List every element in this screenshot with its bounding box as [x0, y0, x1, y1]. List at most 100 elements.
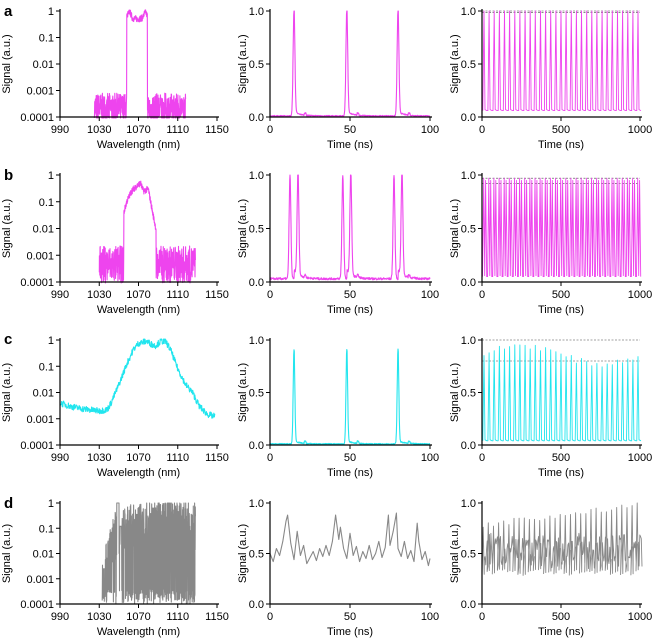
chart-d1: 0.0001 0.001 0.01 0.1 1 990 1030 1070 1110 1150 Wa…: [1, 498, 229, 638]
x-tick-label: 1110: [166, 452, 189, 464]
x-tick-label: 50: [344, 611, 356, 623]
y-tick-label: 1: [48, 335, 54, 347]
panel-label-b: b: [4, 167, 13, 184]
x-tick-label: 1030: [87, 452, 111, 464]
chart-b3: 0.0 0.5 1.0 0 500 1000 Time (ns) Signal (a.u.): [449, 170, 652, 316]
y-tick-label: 0.1: [39, 523, 54, 535]
series-line: [269, 174, 431, 281]
x-tick-label: 500: [552, 452, 570, 464]
x-axis-label: Time (ns): [327, 626, 373, 638]
x-axis-label: Time (ns): [538, 467, 584, 479]
y-tick-label: 0.001: [26, 574, 54, 586]
chart-c3: 0.0 0.5 1.0 0 500 1000 Time (ns) Signal (a.u.): [449, 335, 652, 479]
y-tick-label: 1.0: [461, 335, 476, 347]
y-tick-label: 0.0: [461, 599, 476, 611]
chart-b1: 0.0001 0.001 0.01 0.1 1 990 1030 1070 1110 1150 Wa…: [1, 170, 229, 316]
series-line: [482, 10, 642, 112]
series-line: [269, 348, 431, 446]
y-tick-label: 0.0: [461, 277, 476, 289]
y-tick-label: 0.01: [33, 59, 54, 71]
y-axis-label: Signal (a.u.): [449, 363, 461, 422]
series-line: [93, 9, 187, 119]
x-tick-label: 990: [51, 452, 69, 464]
x-axis-label: Wavelength (nm): [97, 467, 180, 479]
y-tick-label: 0.0: [249, 440, 264, 452]
y-axis-label: Signal (a.u.): [449, 524, 461, 583]
series-line: [269, 10, 431, 118]
y-axis-label: Signal (a.u.): [1, 363, 13, 422]
y-tick-label: 0.1: [39, 361, 54, 373]
y-tick-label: 1: [48, 498, 54, 510]
x-tick-label: 100: [421, 124, 439, 136]
y-tick-label: 0.5: [249, 59, 264, 71]
y-tick-label: 1.0: [461, 6, 476, 18]
y-axis-label: Signal (a.u.): [1, 34, 13, 93]
x-tick-label: 100: [421, 611, 439, 623]
y-tick-label: 0.5: [461, 224, 476, 236]
y-tick-label: 0.0: [249, 277, 264, 289]
x-tick-label: 500: [552, 124, 570, 136]
y-tick-label: 0.01: [33, 549, 54, 561]
panel-label-a: a: [4, 3, 13, 20]
x-axis-label: Wavelength (nm): [97, 626, 180, 638]
x-tick-label: 990: [51, 611, 69, 623]
series-line: [482, 177, 642, 278]
x-tick-label: 500: [552, 289, 570, 301]
y-tick-label: 0.0001: [20, 112, 54, 124]
x-tick-label: 1030: [87, 124, 111, 136]
x-tick-label: 0: [267, 611, 273, 623]
y-tick-label: 0.0: [249, 599, 264, 611]
x-tick-label: 500: [552, 611, 570, 623]
y-tick-label: 0.5: [461, 388, 476, 400]
y-axis-label: Signal (a.u.): [237, 199, 249, 258]
x-tick-label: 1150: [205, 289, 229, 301]
y-tick-label: 0.1: [39, 197, 54, 209]
x-tick-label: 1070: [126, 452, 150, 464]
x-axis-label: Time (ns): [327, 304, 373, 316]
y-tick-label: 0.001: [26, 250, 54, 262]
x-tick-label: 1070: [126, 124, 150, 136]
y-axis-label: Signal (a.u.): [1, 524, 13, 583]
x-axis-label: Wavelength (nm): [97, 139, 180, 151]
y-tick-label: 0.0: [249, 112, 264, 124]
series-line: [269, 512, 431, 567]
y-tick-label: 1: [48, 170, 54, 182]
x-tick-label: 0: [479, 611, 485, 623]
y-tick-label: 0.5: [249, 549, 264, 561]
y-tick-label: 0.0001: [20, 440, 54, 452]
x-axis-label: Time (ns): [538, 304, 584, 316]
x-tick-label: 0: [479, 124, 485, 136]
x-tick-label: 100: [421, 452, 439, 464]
x-tick-label: 1150: [205, 124, 229, 136]
y-tick-label: 0.5: [461, 59, 476, 71]
x-tick-label: 1070: [126, 289, 150, 301]
chart-d3: 0.0 0.5 1.0 0 500 1000 Time (ns) Signal (a.u.): [449, 498, 652, 638]
x-tick-label: 50: [344, 452, 356, 464]
chart-c1: 0.0001 0.001 0.01 0.1 1 990 1030 1070 1110 1150 Wa…: [1, 335, 229, 479]
x-tick-label: 1070: [126, 611, 150, 623]
series-line: [59, 338, 216, 419]
x-tick-label: 1000: [628, 124, 652, 136]
y-tick-label: 1: [48, 6, 54, 18]
x-tick-label: 990: [51, 124, 69, 136]
x-axis-label: Time (ns): [538, 626, 584, 638]
y-tick-label: 0.0: [461, 440, 476, 452]
panel-label-d: d: [4, 495, 13, 512]
x-tick-label: 1030: [87, 611, 111, 623]
chart-a2: 0.0 0.5 1.0 0 50 100 Time (ns) Signal (a.u.): [237, 6, 439, 151]
series-line: [482, 344, 642, 442]
chart-d2: 0.0 0.5 1.0 0 50 100 Time (ns) Signal (a.u.): [237, 498, 439, 638]
x-tick-label: 1150: [205, 452, 229, 464]
series-line: [98, 180, 196, 284]
y-tick-label: 0.0: [461, 112, 476, 124]
y-tick-label: 0.5: [461, 549, 476, 561]
x-tick-label: 0: [479, 289, 485, 301]
y-tick-label: 0.1: [39, 33, 54, 45]
y-tick-label: 0.001: [26, 86, 54, 98]
x-tick-label: 50: [344, 289, 356, 301]
panel-label-c: c: [4, 331, 12, 348]
y-tick-label: 1.0: [249, 498, 264, 510]
x-tick-label: 100: [421, 289, 439, 301]
y-tick-label: 1.0: [249, 6, 264, 18]
